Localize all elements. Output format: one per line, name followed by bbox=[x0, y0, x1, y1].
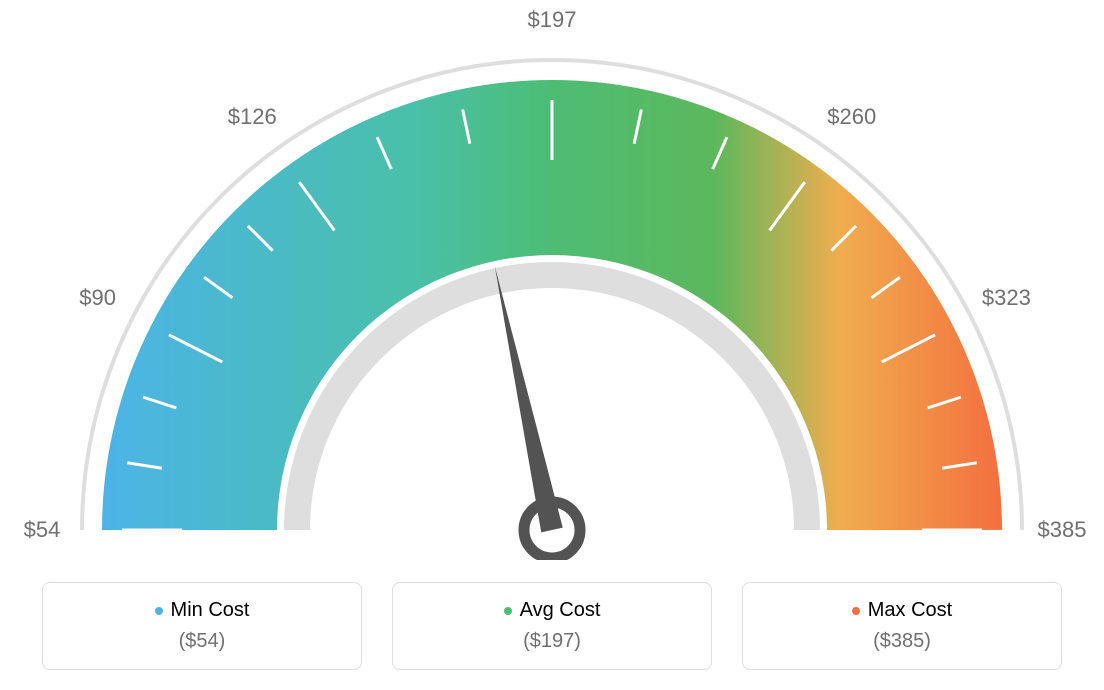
legend-min-label: Min Cost bbox=[171, 599, 250, 622]
dot-icon bbox=[155, 607, 163, 615]
dot-icon bbox=[504, 607, 512, 615]
gauge-tick-label: $90 bbox=[79, 285, 116, 311]
legend-max-label: Max Cost bbox=[868, 599, 952, 622]
gauge-tick-label: $54 bbox=[24, 517, 61, 543]
legend-avg: Avg Cost ($197) bbox=[392, 582, 712, 670]
cost-gauge: $54 $90 $126 $197 $260 $323 $385 bbox=[0, 0, 1104, 560]
legend-min: Min Cost ($54) bbox=[42, 582, 362, 670]
gauge-tick-label: $197 bbox=[528, 7, 577, 33]
legend-max-value: ($385) bbox=[763, 630, 1041, 653]
legend: Min Cost ($54) Avg Cost ($197) Max Cost … bbox=[0, 582, 1104, 670]
legend-avg-label: Avg Cost bbox=[520, 599, 601, 622]
legend-min-title: Min Cost bbox=[63, 599, 341, 622]
gauge-tick-label: $385 bbox=[1038, 517, 1087, 543]
gauge-tick-label: $323 bbox=[982, 285, 1031, 311]
gauge-svg bbox=[0, 0, 1104, 560]
legend-min-value: ($54) bbox=[63, 630, 341, 653]
legend-avg-title: Avg Cost bbox=[413, 599, 691, 622]
legend-max-title: Max Cost bbox=[763, 599, 1041, 622]
legend-max: Max Cost ($385) bbox=[742, 582, 1062, 670]
gauge-tick-label: $260 bbox=[827, 104, 876, 130]
legend-avg-value: ($197) bbox=[413, 630, 691, 653]
gauge-tick-label: $126 bbox=[228, 104, 277, 130]
dot-icon bbox=[852, 607, 860, 615]
